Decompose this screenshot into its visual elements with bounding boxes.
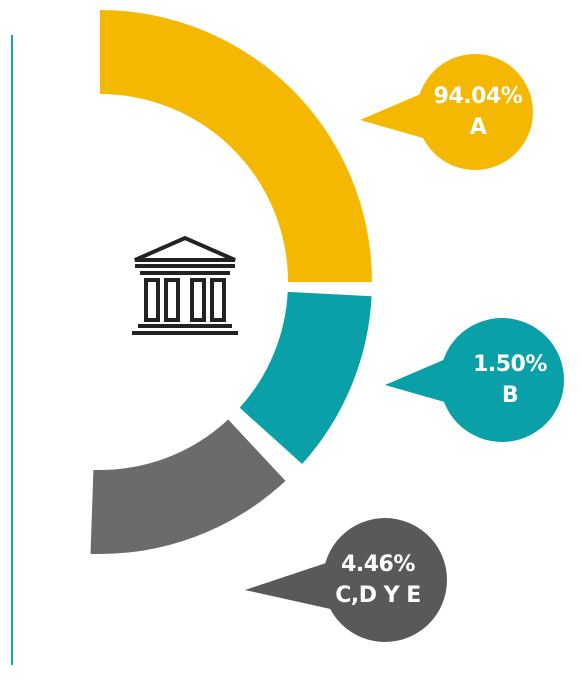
arc-b xyxy=(239,291,372,465)
bubble-label: B xyxy=(502,383,518,408)
arc-a xyxy=(100,10,372,282)
bubble-c: 4.46% C,D Y E xyxy=(245,518,447,642)
arc-c xyxy=(90,419,286,554)
bubble-a: 94.04% A xyxy=(360,54,533,170)
bubble-value: 94.04% xyxy=(434,84,523,109)
bubble-label: C,D Y E xyxy=(335,583,421,608)
bubble-b: 1.50% B xyxy=(385,318,564,442)
building-icon xyxy=(122,210,250,350)
bubble-value: 4.46% xyxy=(341,552,415,577)
donut xyxy=(90,10,372,554)
bubble-label: A xyxy=(470,115,487,140)
bubble-value: 1.50% xyxy=(473,352,547,377)
